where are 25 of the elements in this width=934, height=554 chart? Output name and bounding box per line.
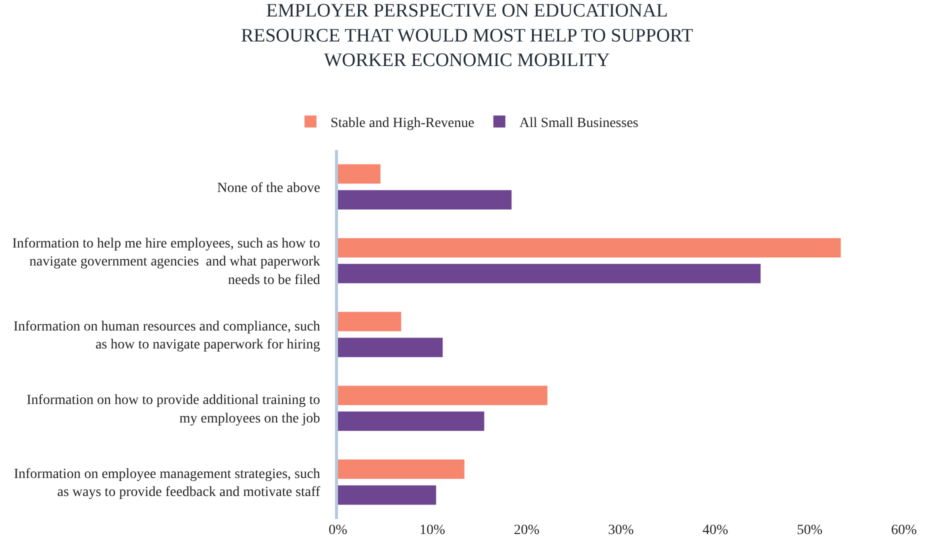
chart-title: EMPLOYER PERSPECTIVE ON EDUCATIONAL RESOURCE THAT WOULD MOST HELP TO SUPPORT WORKER ECONOMIC MOBILITY [240,0,694,72]
y-tick-label: None of the above [217,180,320,196]
legend-label: Stable and High-Revenue [330,116,474,131]
bar [338,264,761,284]
bar [338,412,484,431]
legend-label: All Small Businesses [519,116,638,131]
bar [338,238,841,258]
x-tick-label: 40% [702,523,728,538]
x-tick-label: 10% [419,523,446,538]
bar [338,338,443,358]
y-tick-label: Information on how to provide additional training to my employees on the job [26,393,320,426]
x-tick-label: 60% [891,523,918,538]
bar [338,312,402,332]
bar [338,460,464,479]
bar [338,164,380,184]
y-tick-label: Information on human resources and compliance, such as how to navigate paperwork for hiring [13,319,320,352]
x-tick-label: 20% [514,523,540,538]
x-tick-label: 50% [796,523,823,538]
bar [338,190,512,210]
x-tick-label: 30% [608,523,634,538]
bar [338,485,436,505]
y-tick-label: Information on employee management strategies, such as ways to provide feedback and motivate staff [14,466,321,500]
bar [338,386,548,406]
x-tick-label: 0% [328,523,348,538]
y-tick-label: Information to help me hire employees, such as how to navigate government agencies and what paperwork needs to be filed [12,236,320,288]
